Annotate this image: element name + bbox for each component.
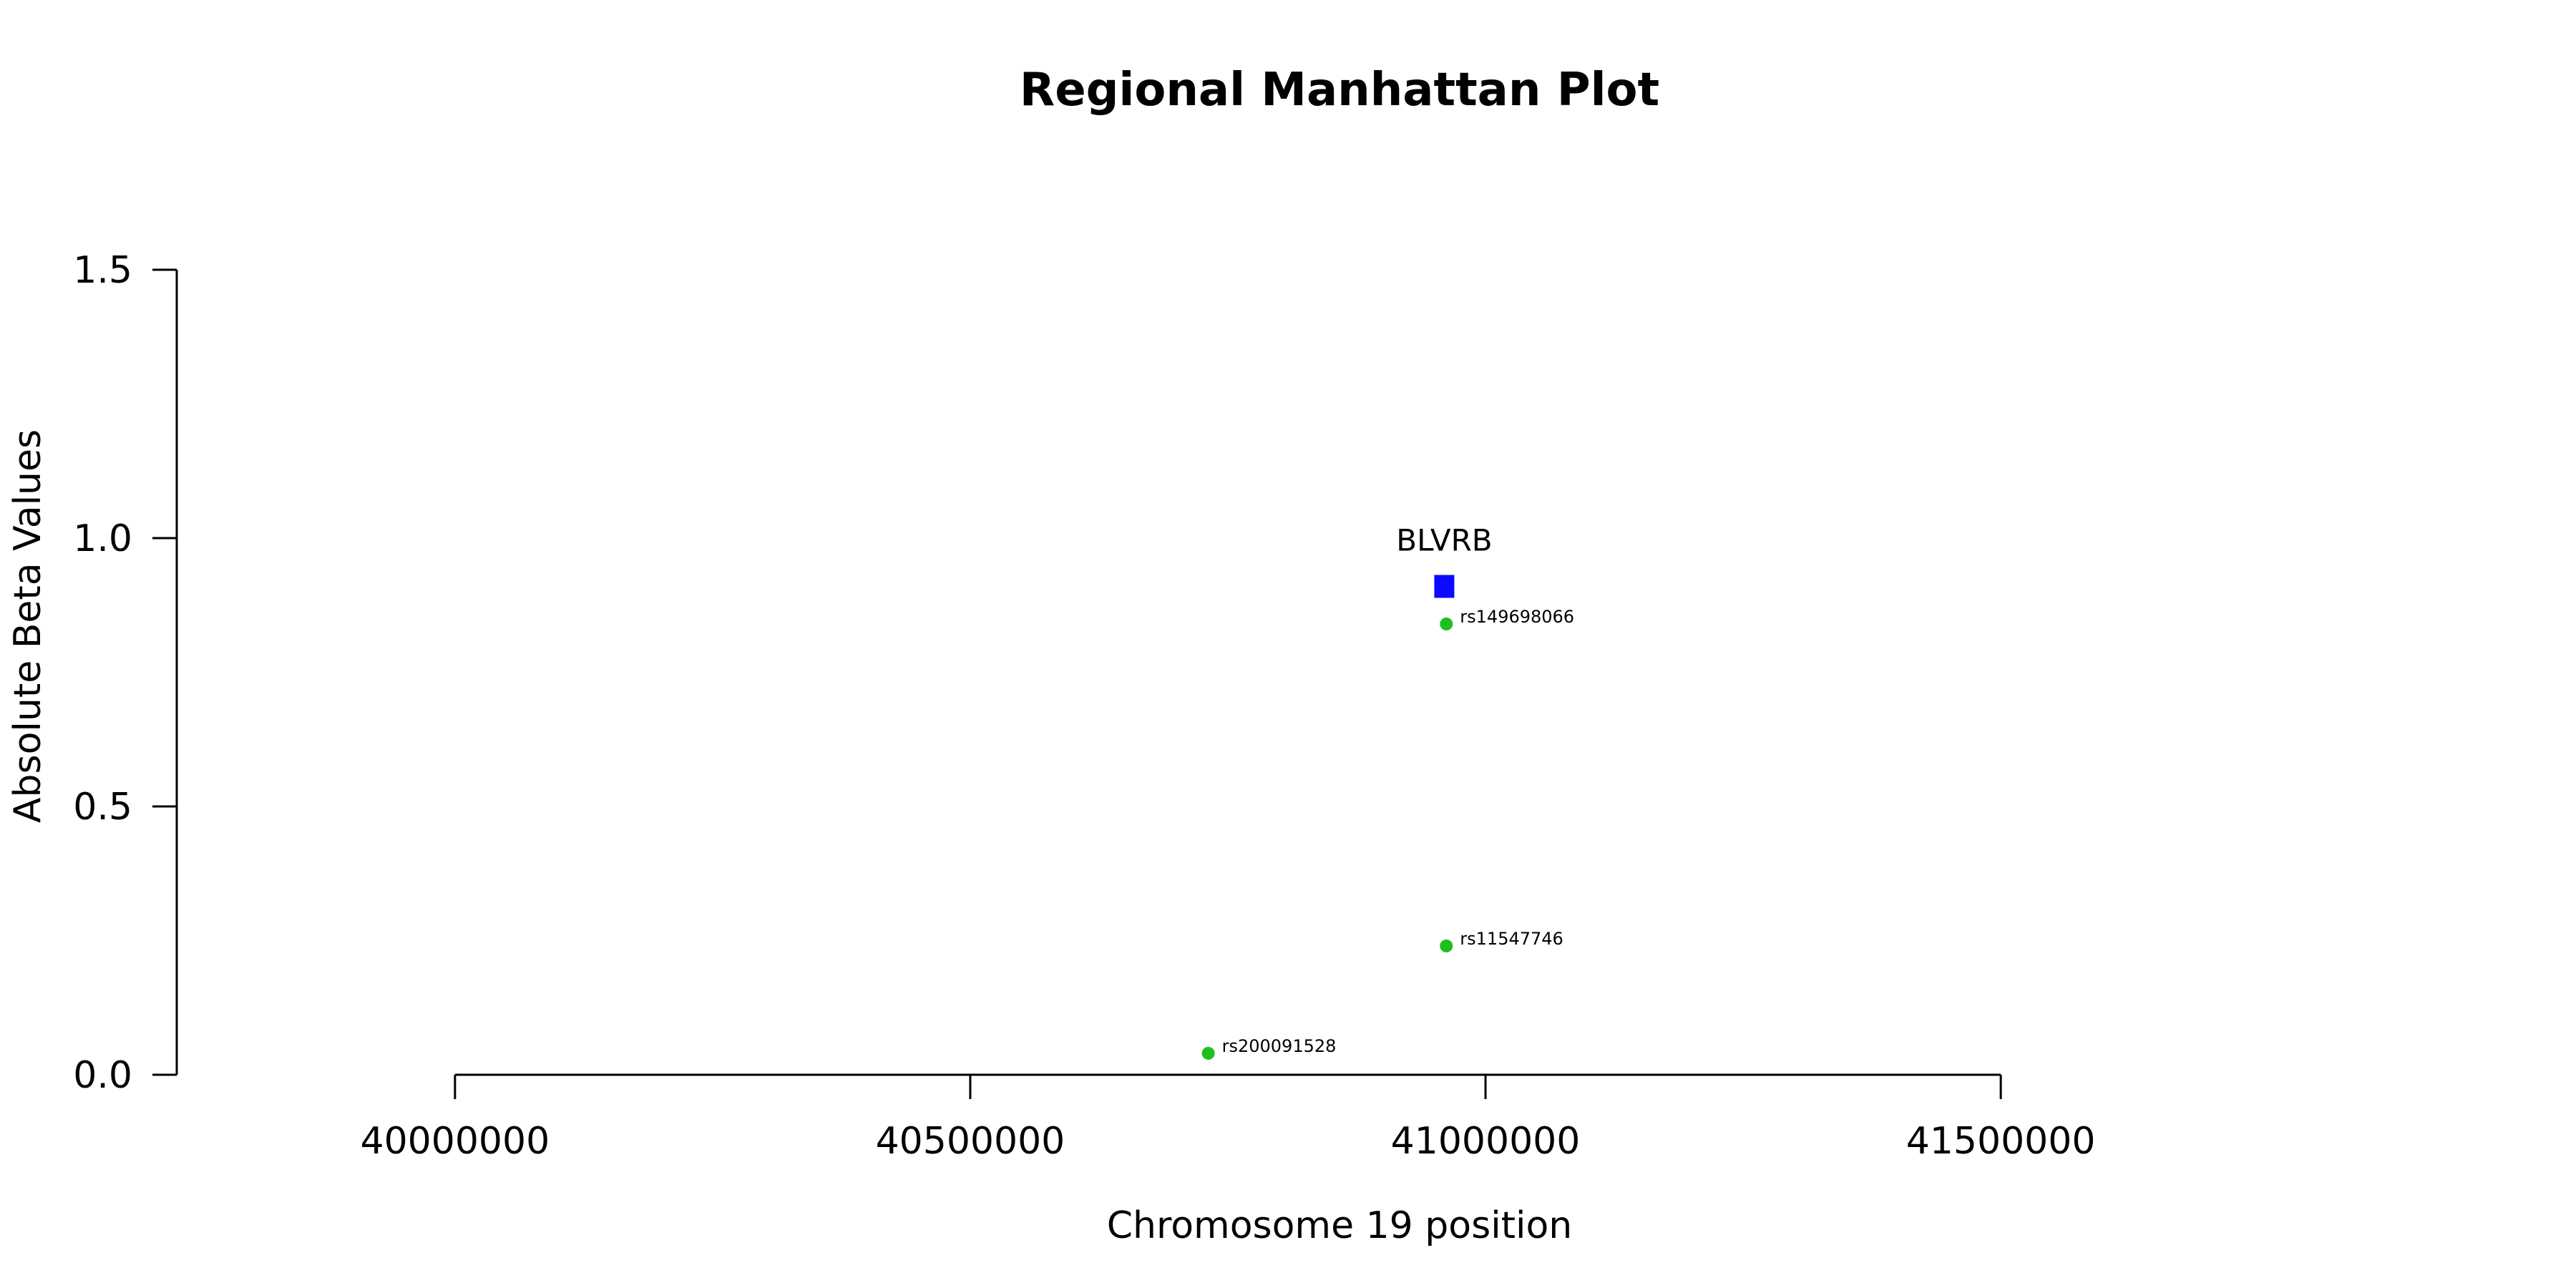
x-axis: 40000000 40500000 41000000 41500000 — [361, 1073, 2096, 1163]
y-tick-label: 0.5 — [73, 786, 132, 829]
gene-label: BLVRB — [1396, 523, 1492, 558]
chart-title: Regional Manhattan Plot — [1020, 64, 1659, 117]
y-axis-label: Absolute Beta Values — [6, 429, 49, 823]
gene-marker — [1434, 575, 1455, 598]
y-tick-label: 0.0 — [73, 1054, 132, 1097]
x-axis-label: Chromosome 19 position — [1107, 1204, 1573, 1247]
x-tick-label: 41500000 — [1906, 1120, 2096, 1163]
snp-label: rs149698066 — [1460, 607, 1574, 627]
x-tick-label: 40000000 — [361, 1120, 550, 1163]
snp-point — [1440, 940, 1453, 952]
plot-points: rs149698066 rs11547746 rs200091528 BLVRB — [1201, 523, 1574, 1060]
snp-label: rs11547746 — [1460, 929, 1563, 949]
y-tick-label: 1.5 — [73, 249, 132, 292]
snp-point — [1201, 1047, 1215, 1060]
y-tick-label: 1.0 — [73, 517, 132, 560]
x-tick-label: 41000000 — [1391, 1120, 1581, 1163]
x-tick-label: 40500000 — [876, 1120, 1065, 1163]
snp-label: rs200091528 — [1222, 1036, 1337, 1056]
y-axis: 0.0 0.5 1.0 1.5 — [73, 249, 178, 1097]
snp-point — [1440, 618, 1453, 630]
